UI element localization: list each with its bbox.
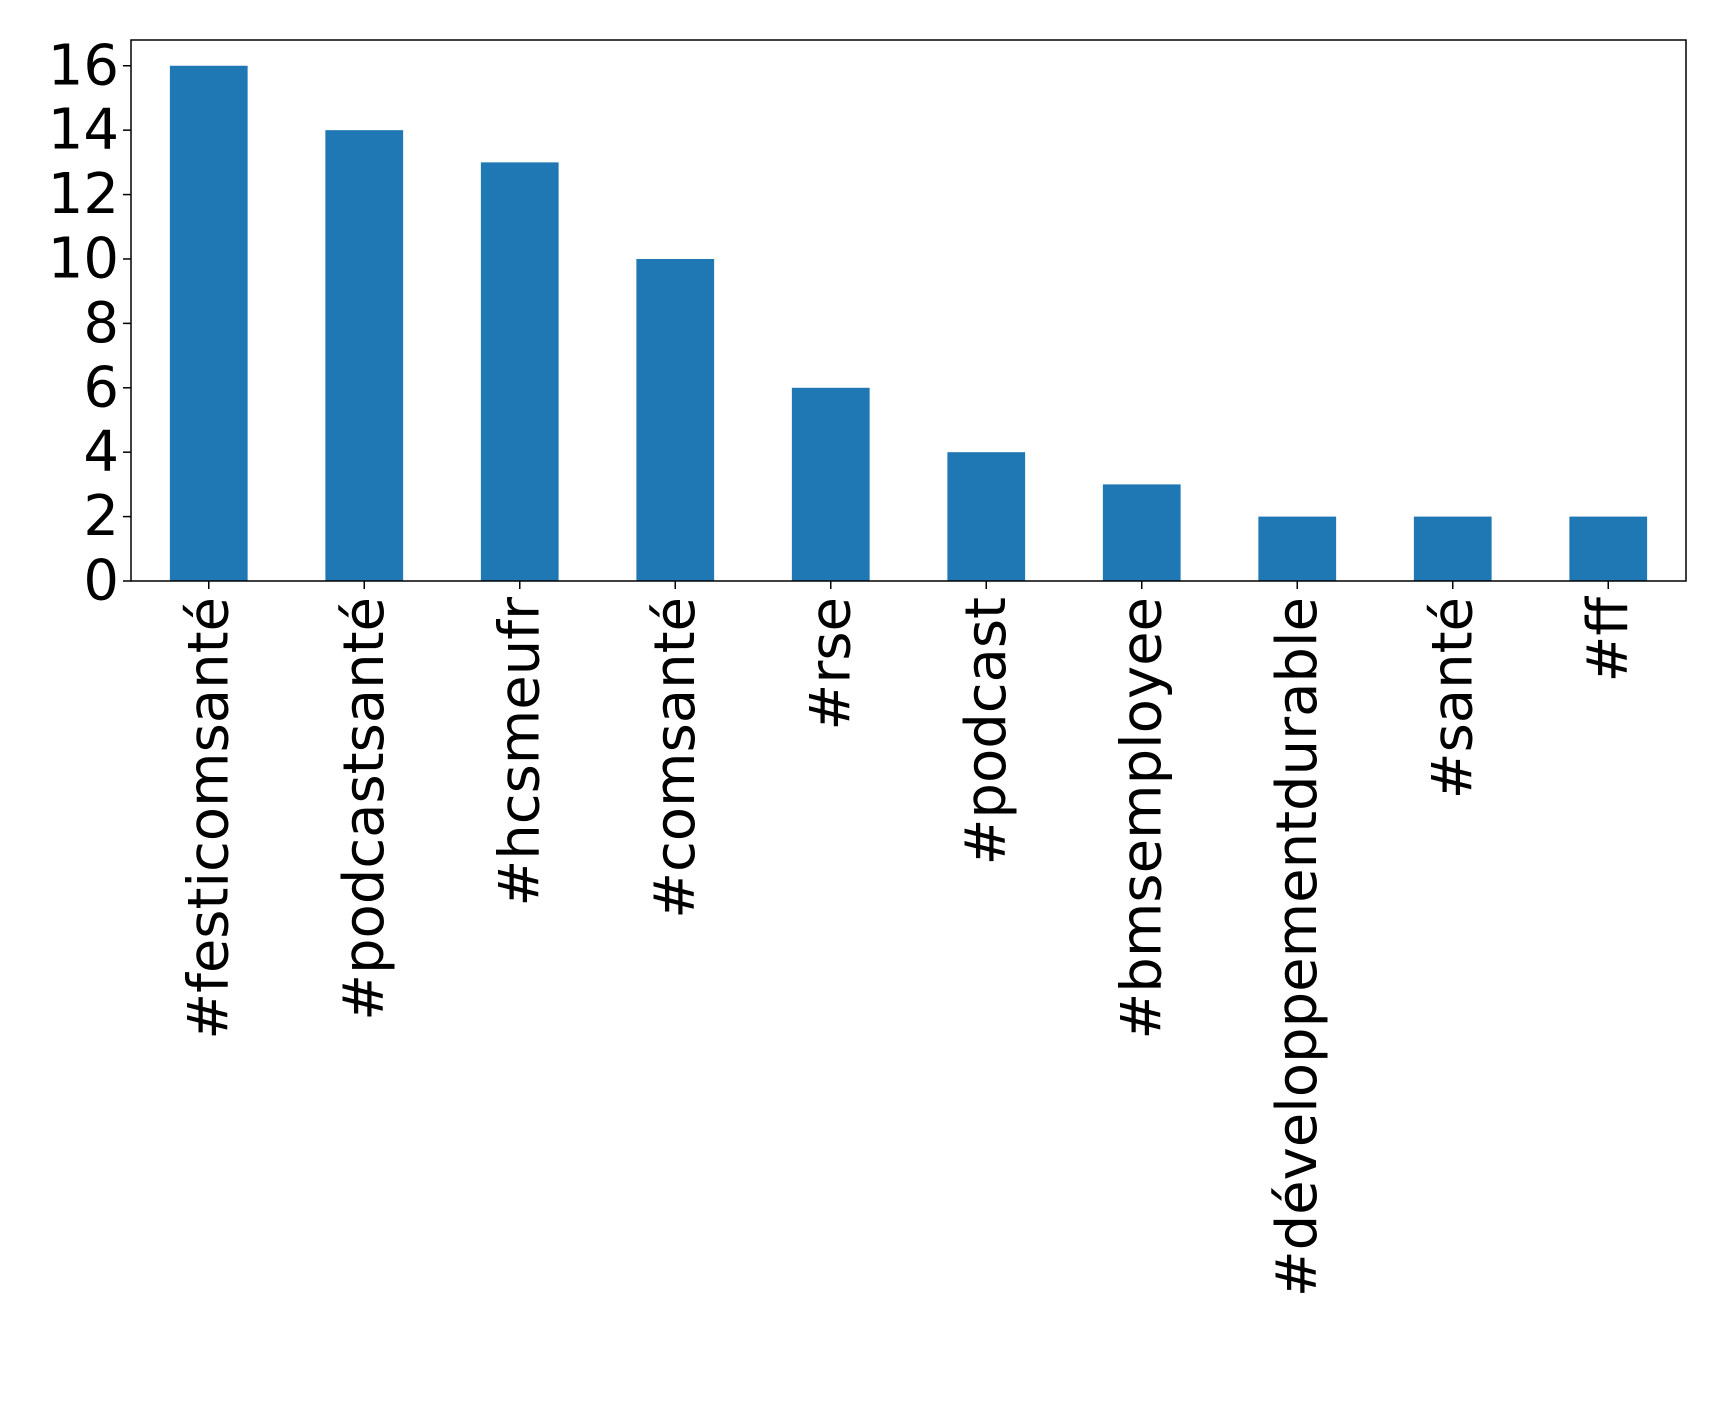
bar: [1102, 484, 1181, 581]
y-tick-label: 4: [83, 420, 119, 485]
y-tick-label: 12: [48, 162, 119, 227]
y-tick-label: 8: [83, 291, 119, 356]
x-tick-label: #ff: [1576, 596, 1641, 683]
x-tick-label: #bmsemployee: [1109, 597, 1174, 1040]
x-tick-label: #développementdurable: [1265, 597, 1330, 1297]
bar: [325, 130, 404, 581]
x-tick-label: #festicomsanté: [176, 597, 241, 1040]
bars-layer: [169, 65, 1648, 581]
x-tick-label: #podcast: [954, 597, 1019, 866]
x-tick-label: #hcsmeufr: [487, 596, 552, 907]
x-axis: #festicomsanté #podcastsanté #hcsmeufr #com…: [176, 581, 1641, 1297]
bar: [1413, 516, 1492, 581]
y-tick-label: 14: [48, 98, 119, 163]
bar: [169, 65, 248, 581]
x-tick-label: #comsanté: [643, 597, 708, 919]
bar: [947, 452, 1026, 581]
x-tick-label: #santé: [1420, 597, 1485, 799]
x-tick-label: #podcastsanté: [332, 597, 397, 1021]
x-tick-label: #rse: [798, 597, 863, 731]
y-tick-label: 10: [48, 226, 119, 291]
y-tick-label: 2: [83, 484, 119, 549]
bar: [791, 387, 870, 581]
bar: [480, 162, 559, 581]
plot-frame: [130, 39, 1687, 582]
bar: [636, 258, 715, 581]
y-tick-label: 16: [48, 33, 119, 98]
y-tick-label: 6: [83, 355, 119, 420]
bar: [1569, 516, 1648, 581]
y-tick-label: 0: [83, 549, 119, 614]
bar: [1258, 516, 1337, 581]
